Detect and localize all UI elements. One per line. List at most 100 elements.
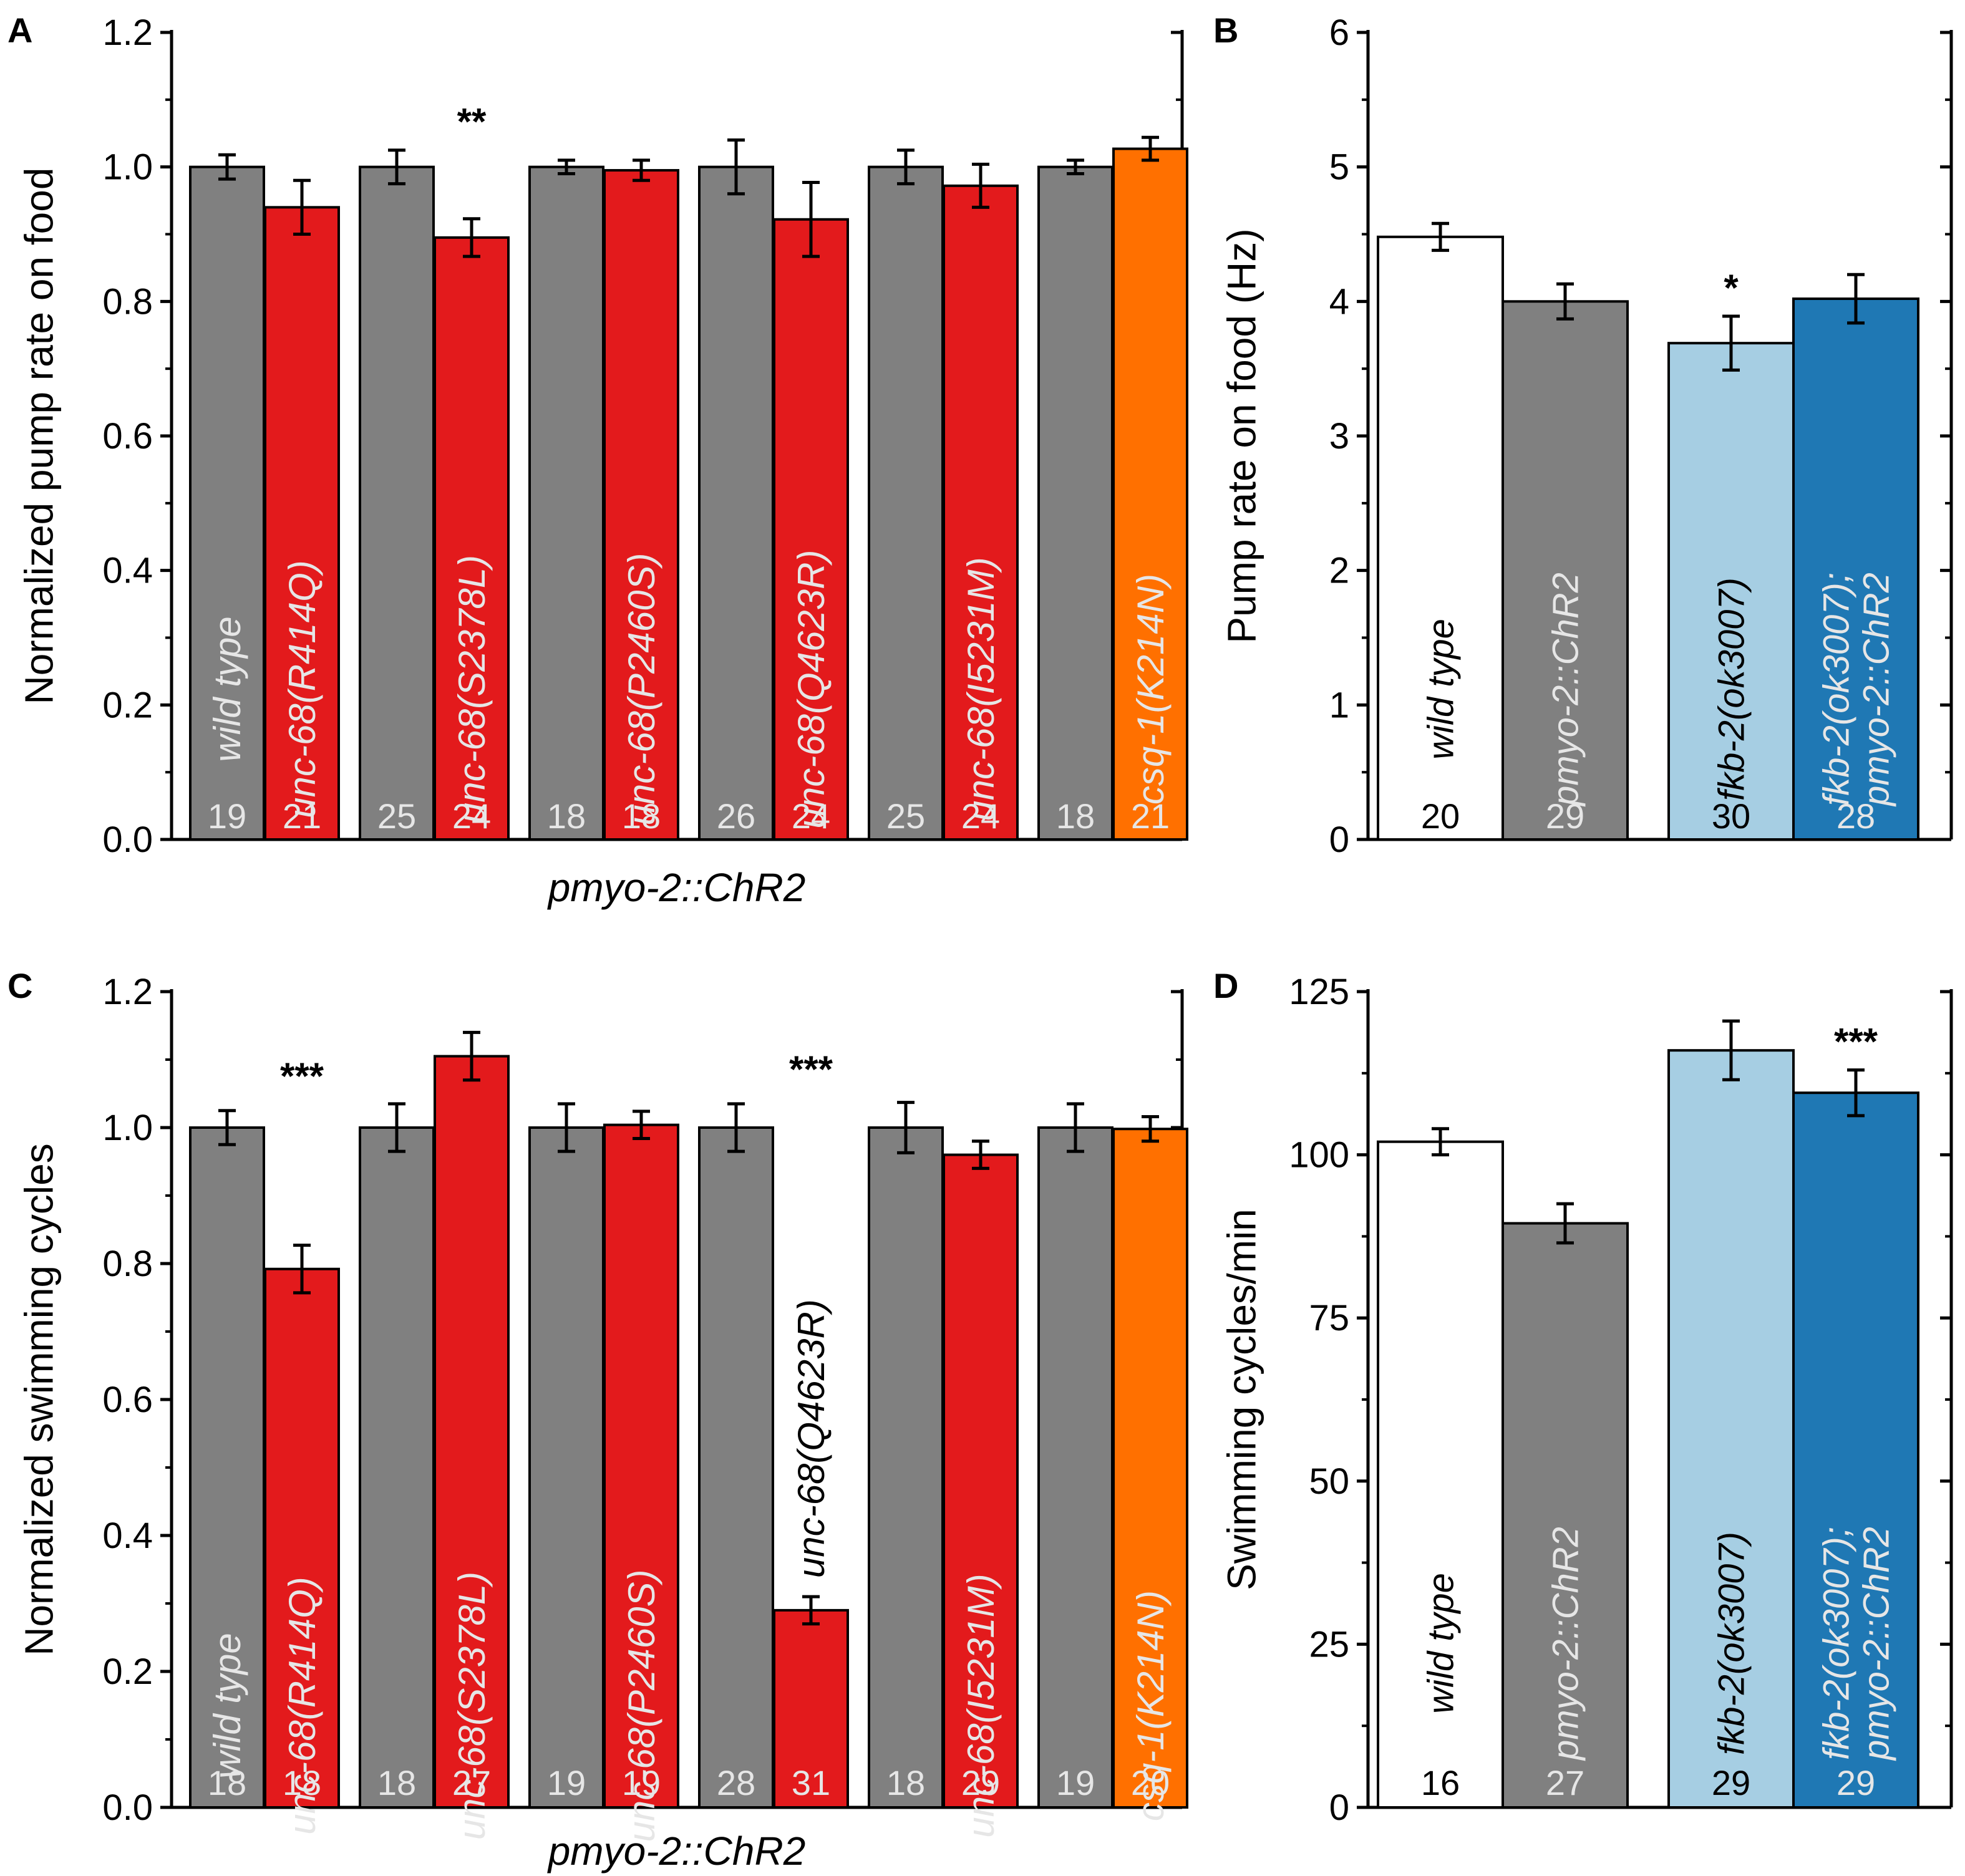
sample-size-label: 18 xyxy=(886,1763,925,1802)
panel-b-chart: B 0 1 2 3 4 5 6 Pump rate on food (Hz) 20 wild typ… xyxy=(1213,11,1953,860)
panel-c-chart: C 0.0 0.2 0.4 0.6 0.8 1.0 1.2 Normalized swimmin… xyxy=(7,966,1188,1874)
bar-label: unc-68(S2378L) xyxy=(451,555,493,823)
y-axis-label: Swimming cycles/min xyxy=(1219,1209,1264,1590)
y-tick-label: 1.0 xyxy=(102,147,153,188)
y-tick-label: 0.8 xyxy=(102,1244,153,1284)
sample-size-label: 21 xyxy=(283,796,321,836)
bar xyxy=(189,1126,265,1809)
bar-label: unc-68(Q4623R) xyxy=(790,1299,832,1578)
bar-label: unc-68(Q4623R) xyxy=(790,550,832,829)
bar-label: fkb-2(ok3007); xyxy=(1816,573,1856,806)
sample-size-label: 19 xyxy=(547,1763,586,1802)
bar-label: fkb-2(ok3007); xyxy=(1816,1527,1856,1760)
bar xyxy=(264,1267,340,1809)
x-axis-label: pmyo-2::ChR2 xyxy=(547,1829,806,1874)
bar-label: unc-68(I5231M) xyxy=(960,557,1002,821)
y-tick-label: 0.8 xyxy=(102,281,153,322)
sample-size-label: 31 xyxy=(792,1763,830,1802)
y-tick-label: 5 xyxy=(1329,147,1349,188)
bar xyxy=(1037,165,1114,841)
bar xyxy=(264,206,340,841)
y-tick-label: 2 xyxy=(1329,551,1349,591)
sample-size-label: 16 xyxy=(1421,1763,1460,1802)
y-tick-label: 1 xyxy=(1329,685,1349,725)
bar-label: fkb-2(ok3007) xyxy=(1711,578,1752,801)
bar xyxy=(698,1126,774,1809)
bar-label: unc-68(R414Q) xyxy=(281,1577,323,1835)
bar xyxy=(359,165,435,841)
bar-label-line2: pmyo-2::ChR2 xyxy=(1856,1527,1896,1761)
panel-d-chart: D 0 25 50 75 100 125 Swimming cycles/min 16 wild … xyxy=(1213,966,1953,1828)
bar xyxy=(528,1126,604,1809)
y-tick-label: 0.2 xyxy=(102,685,153,725)
panel-a-chart: A 0.0 0.2 0.4 0.6 0.8 1.0 1.2 Normalized pump ra… xyxy=(7,11,1188,910)
y-tick-label: 125 xyxy=(1289,972,1349,1012)
sample-size-label: 27 xyxy=(1546,1763,1584,1802)
bar-label: unc-68(P2460S) xyxy=(621,1570,662,1842)
sample-size-label: 24 xyxy=(961,796,1000,836)
y-axis-label: Pump rate on food (Hz) xyxy=(1219,228,1264,643)
bar xyxy=(603,1123,679,1809)
sample-size-label: 19 xyxy=(208,796,246,836)
bar-label: wild type xyxy=(1420,1573,1461,1714)
significance-marker: *** xyxy=(1834,1021,1878,1063)
y-tick-label: 50 xyxy=(1309,1461,1349,1502)
bar xyxy=(359,1126,435,1809)
y-tick-label: 0.6 xyxy=(102,1380,153,1420)
panel-letter: B xyxy=(1213,11,1238,50)
bar xyxy=(1792,1091,1919,1809)
bar-label: unc-68(P2460S) xyxy=(621,553,662,826)
bar-label: wild type xyxy=(206,616,248,762)
sample-size-label: 18 xyxy=(547,796,586,836)
bar xyxy=(1112,147,1188,841)
bar xyxy=(1112,1128,1188,1809)
bar xyxy=(1667,342,1795,841)
bar-label: unc-68(S2378L) xyxy=(451,1572,493,1840)
sample-size-label: 24 xyxy=(792,796,830,836)
y-tick-label: 0.0 xyxy=(102,1787,153,1828)
y-tick-label: 6 xyxy=(1329,12,1349,53)
y-axis-label: Normalized swimming cycles xyxy=(16,1143,61,1656)
sample-size-label: 28 xyxy=(1836,796,1875,836)
y-tick-label: 0.0 xyxy=(102,820,153,860)
sample-size-label: 29 xyxy=(1836,1763,1875,1802)
sample-size-label: 20 xyxy=(1421,796,1460,836)
panel-letter: C xyxy=(7,966,32,1005)
panel-letter: D xyxy=(1213,966,1238,1005)
y-tick-label: 25 xyxy=(1309,1624,1349,1665)
sample-size-label: 18 xyxy=(208,1763,246,1802)
y-axis-label: Normalized pump rate on food xyxy=(16,168,61,705)
bar-label-line2: pmyo-2::ChR2 xyxy=(1856,573,1896,807)
bar-label: csq-1(K214N) xyxy=(1130,574,1172,805)
significance-marker: *** xyxy=(789,1048,833,1090)
y-tick-label: 0.2 xyxy=(102,1651,153,1692)
bar xyxy=(868,1126,944,1809)
significance-marker: * xyxy=(1724,267,1739,309)
sample-size-label: 18 xyxy=(622,796,661,836)
bar xyxy=(773,218,849,841)
panel-letter: A xyxy=(7,11,32,50)
significance-marker: *** xyxy=(280,1055,324,1097)
sample-size-label: 29 xyxy=(1546,796,1584,836)
y-tick-label: 1.2 xyxy=(102,12,153,53)
sample-size-label: 25 xyxy=(377,796,416,836)
y-tick-label: 0 xyxy=(1329,820,1349,860)
sample-size-label: 26 xyxy=(717,796,755,836)
sample-size-label: 21 xyxy=(1131,796,1170,836)
bar xyxy=(434,236,510,841)
y-tick-label: 0.4 xyxy=(102,1516,153,1556)
sample-size-label: 20 xyxy=(1131,1763,1170,1802)
y-tick-label: 100 xyxy=(1289,1135,1349,1176)
y-tick-label: 1.2 xyxy=(102,972,153,1012)
bar-label: wild type xyxy=(1420,619,1461,760)
bar xyxy=(1667,1049,1795,1809)
sample-size-label: 19 xyxy=(1056,1763,1095,1802)
bar-label: wild type xyxy=(206,1633,248,1778)
sample-size-label: 30 xyxy=(1712,796,1750,836)
sample-size-label: 29 xyxy=(1712,1763,1750,1802)
bar-label: csq-1(K214N) xyxy=(1130,1590,1172,1821)
bar xyxy=(528,165,604,841)
bar xyxy=(698,165,774,841)
bar xyxy=(603,169,679,841)
